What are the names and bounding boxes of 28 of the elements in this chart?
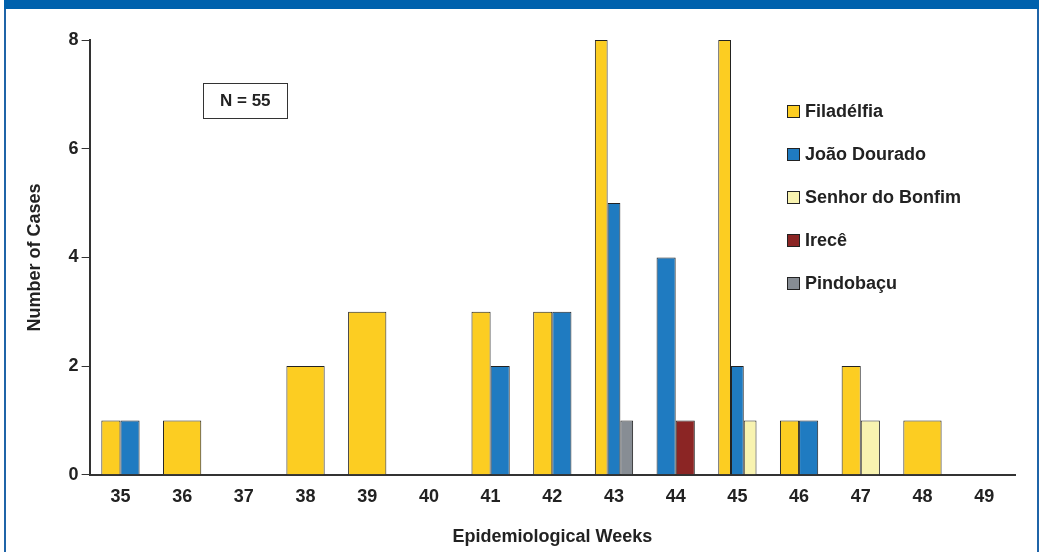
legend-label: Senhor do Bonfim [805,187,961,208]
x-tick-label: 47 [850,485,871,506]
y-axis-title: Number of Cases [23,183,44,332]
y-tick-label: 0 [68,463,79,484]
legend-label: Pindobaçu [805,273,898,294]
annotation: N = 55 [203,83,288,119]
x-tick-label: 43 [603,485,625,506]
x-tick-label: 35 [110,485,131,506]
legend-label: Irecê [805,230,848,251]
x-tick-label: 44 [665,485,686,506]
x-tick-label: 41 [480,485,501,506]
x-tick-label: 45 [727,485,748,506]
x-tick-label: 48 [912,485,933,506]
x-tick-label: 38 [295,485,316,506]
legend-label: João Dourado [805,144,927,165]
y-tick-label: 6 [68,137,79,158]
x-tick-label: 37 [233,485,254,506]
x-tick-label: 40 [418,485,439,506]
x-tick-label: 36 [172,485,193,506]
x-axis-title: Epidemiological Weeks [452,526,653,547]
y-tick-label: 8 [68,28,79,49]
y-tick-label: 4 [68,246,79,267]
legend-label: Filadélfia [805,101,884,122]
x-tick-label: 46 [789,485,810,506]
x-tick-label: 42 [542,485,563,506]
x-tick-label: 39 [357,485,378,506]
y-tick-label: 2 [68,355,79,376]
x-tick-label: 49 [974,485,995,506]
